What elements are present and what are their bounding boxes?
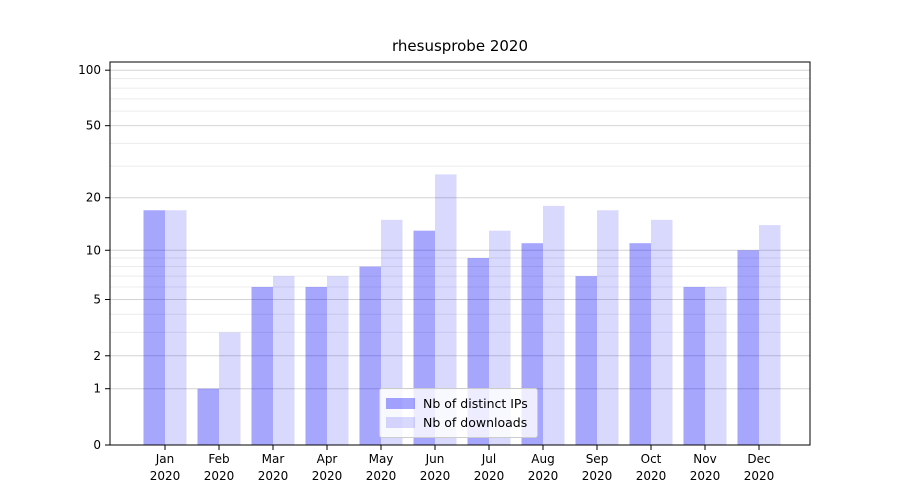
x-tick-label-year: 2020 (690, 469, 721, 483)
x-tick-label-year: 2020 (312, 469, 343, 483)
y-tick-label: 0 (93, 438, 101, 452)
bar-distinct-ips-mar (251, 286, 273, 445)
legend-item-downloads: Nb of downloads (386, 413, 528, 432)
legend: Nb of distinct IPs Nb of downloads (379, 388, 538, 438)
chart-title: rhesusprobe 2020 (391, 37, 528, 55)
x-tick-label-year: 2020 (744, 469, 775, 483)
x-tick-label-year: 2020 (528, 469, 559, 483)
x-tick-label-month: May (369, 452, 394, 466)
bar-downloads-jan (165, 210, 187, 445)
bar-downloads-feb (219, 332, 241, 445)
x-tick-label-month: Oct (641, 452, 662, 466)
bar-distinct-ips-sep (575, 276, 597, 445)
y-tick-label: 5 (93, 292, 101, 306)
x-tick-label-month: Apr (317, 452, 338, 466)
legend-item-distinct-ips: Nb of distinct IPs (386, 394, 528, 413)
bar-downloads-oct (651, 219, 673, 445)
x-tick-label-year: 2020 (150, 469, 181, 483)
bar-distinct-ips-feb (197, 388, 219, 445)
x-tick-label-month: Jan (155, 452, 175, 466)
bar-downloads-aug (543, 205, 565, 445)
x-tick-label-year: 2020 (366, 469, 397, 483)
bar-downloads-jun (435, 174, 457, 445)
bar-downloads-sep (597, 210, 619, 445)
y-tick-label: 100 (78, 63, 101, 77)
bar-distinct-ips-dec (737, 250, 759, 445)
legend-swatch-distinct-ips-icon (386, 398, 415, 409)
x-tick-label-year: 2020 (204, 469, 235, 483)
x-tick-label-month: Jun (425, 452, 445, 466)
axes-frame (109, 61, 811, 446)
x-tick-label-year: 2020 (636, 469, 667, 483)
legend-swatch-downloads-icon (386, 417, 415, 428)
y-tick-label: 20 (86, 191, 101, 205)
x-tick-label-month: Jul (481, 452, 496, 466)
bar-distinct-ips-may (359, 266, 381, 445)
bar-downloads-nov (705, 286, 727, 445)
y-tick-label: 1 (93, 382, 101, 396)
x-tick-label-year: 2020 (582, 469, 613, 483)
bar-distinct-ips-jan (143, 210, 165, 445)
legend-label-downloads: Nb of downloads (423, 415, 528, 430)
bar-distinct-ips-oct (629, 243, 651, 445)
bar-downloads-dec (759, 225, 781, 445)
bar-distinct-ips-apr (305, 286, 327, 445)
bar-downloads-mar (273, 276, 295, 445)
x-tick-label-month: Aug (531, 452, 554, 466)
x-tick-label-month: Nov (693, 452, 716, 466)
y-tick-label: 50 (86, 119, 101, 133)
y-tick-label: 10 (86, 243, 101, 257)
x-tick-label-month: Sep (586, 452, 609, 466)
bar-downloads-apr (327, 276, 349, 445)
x-tick-label-month: Mar (262, 452, 285, 466)
x-tick-label-month: Feb (208, 452, 229, 466)
bar-distinct-ips-nov (683, 286, 705, 445)
x-tick-label-year: 2020 (258, 469, 289, 483)
x-tick-label-year: 2020 (420, 469, 451, 483)
x-tick-label-year: 2020 (474, 469, 505, 483)
legend-label-distinct-ips: Nb of distinct IPs (423, 396, 528, 411)
x-tick-label-month: Dec (747, 452, 770, 466)
y-tick-label: 2 (93, 349, 101, 363)
